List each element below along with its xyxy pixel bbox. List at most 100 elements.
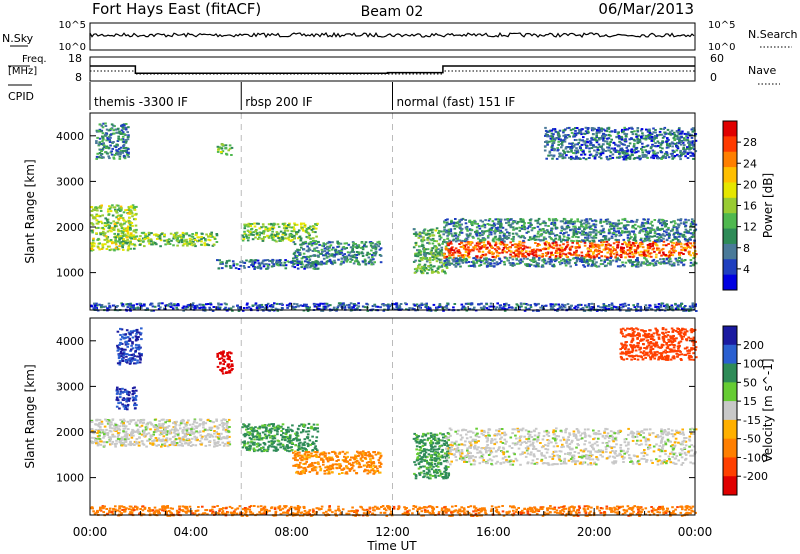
echo-cell	[554, 137, 557, 140]
echo-cell	[669, 253, 673, 256]
echo-cell	[564, 262, 567, 265]
echo-cell	[554, 130, 558, 133]
echo-cell	[514, 254, 518, 257]
echo-cell	[115, 225, 119, 228]
echo-cell	[252, 233, 255, 236]
echo-cell	[515, 246, 519, 249]
echo-cell	[642, 261, 646, 264]
freq-panel	[89, 56, 696, 82]
echo-cell	[114, 222, 117, 225]
echo-cell	[348, 251, 352, 254]
echo-cell	[132, 304, 135, 307]
echo-cell	[491, 253, 494, 256]
echo-cell	[122, 211, 126, 214]
echo-cell	[689, 261, 693, 264]
echo-cell	[550, 140, 554, 142]
echo-cell	[119, 133, 123, 135]
echo-cell	[672, 249, 676, 252]
echo-cell	[607, 220, 611, 223]
echo-cell	[586, 239, 589, 242]
echo-cell	[276, 260, 280, 263]
echo-cell	[574, 246, 578, 249]
echo-cell	[604, 150, 608, 152]
echo-cell	[266, 234, 269, 237]
echo-cell	[97, 143, 101, 146]
echo-cell	[549, 303, 553, 306]
echo-cell	[554, 251, 558, 254]
echo-cell	[638, 231, 641, 234]
echo-cell	[297, 229, 301, 232]
echo-cell	[626, 149, 630, 152]
echo-cell	[636, 265, 640, 268]
echo-cell	[496, 218, 499, 221]
echo-cell	[601, 239, 605, 242]
echo-cell	[559, 232, 562, 235]
echo-cell	[457, 250, 461, 253]
echo-cell	[426, 252, 429, 254]
echo-cell	[627, 259, 630, 262]
echo-cell	[623, 126, 626, 129]
echo-cell	[553, 128, 557, 131]
echo-cell	[580, 256, 583, 259]
echo-cell	[548, 150, 552, 153]
echo-cell	[573, 251, 576, 254]
echo-cell	[435, 240, 438, 243]
echo-cell	[128, 212, 132, 215]
echo-cell	[253, 225, 257, 228]
echo-cell	[610, 227, 613, 230]
echo-cell	[477, 241, 480, 244]
echo-cell	[123, 222, 126, 225]
echo-cell	[664, 224, 668, 227]
echo-cell	[623, 143, 626, 146]
echo-cell	[460, 241, 463, 243]
echo-cell	[687, 230, 690, 233]
echo-cell	[132, 230, 136, 233]
echo-cell	[99, 210, 103, 212]
echo-cell	[432, 258, 436, 261]
echo-cell	[571, 223, 575, 226]
echo-cell	[481, 220, 484, 223]
echo-cell	[692, 145, 695, 148]
echo-cell	[490, 245, 493, 248]
echo-cell	[152, 309, 155, 312]
echo-cell	[303, 267, 306, 270]
echo-cell	[689, 134, 693, 136]
echo-cell	[672, 224, 676, 227]
echo-cell	[450, 221, 453, 224]
echo-cell	[644, 136, 648, 138]
echo-cell	[538, 244, 541, 246]
echo-cell	[511, 244, 514, 247]
echo-cell	[665, 262, 668, 265]
echo-cell	[501, 239, 505, 242]
echo-cell	[651, 242, 654, 245]
echo-cell	[277, 232, 280, 235]
echo-cell	[271, 261, 274, 264]
echo-cell	[605, 157, 609, 160]
echo-cell	[221, 150, 225, 153]
echo-cell	[323, 250, 327, 253]
echo-cell	[640, 136, 643, 138]
echo-cell	[443, 228, 446, 231]
echo-cell	[200, 240, 203, 243]
echo-cell	[633, 238, 637, 240]
echo-cell	[333, 259, 336, 262]
echo-cell	[508, 246, 511, 249]
echo-cell	[302, 256, 305, 259]
echo-cell	[569, 221, 572, 224]
echo-cell	[617, 156, 621, 159]
echo-cell	[461, 217, 465, 220]
echo-cell	[589, 231, 593, 234]
echo-cell	[672, 242, 676, 245]
echo-cell	[594, 145, 598, 148]
echo-cell	[314, 240, 318, 243]
echo-cell	[208, 306, 211, 309]
echo-cell	[570, 149, 573, 152]
echo-cell	[526, 265, 529, 267]
echo-cell	[340, 302, 344, 305]
echo-cell	[181, 240, 184, 243]
echo-cell	[516, 222, 519, 225]
echo-cell	[627, 244, 631, 247]
echo-cell	[461, 259, 465, 262]
echo-cell	[660, 240, 663, 242]
echo-cell	[590, 147, 594, 149]
